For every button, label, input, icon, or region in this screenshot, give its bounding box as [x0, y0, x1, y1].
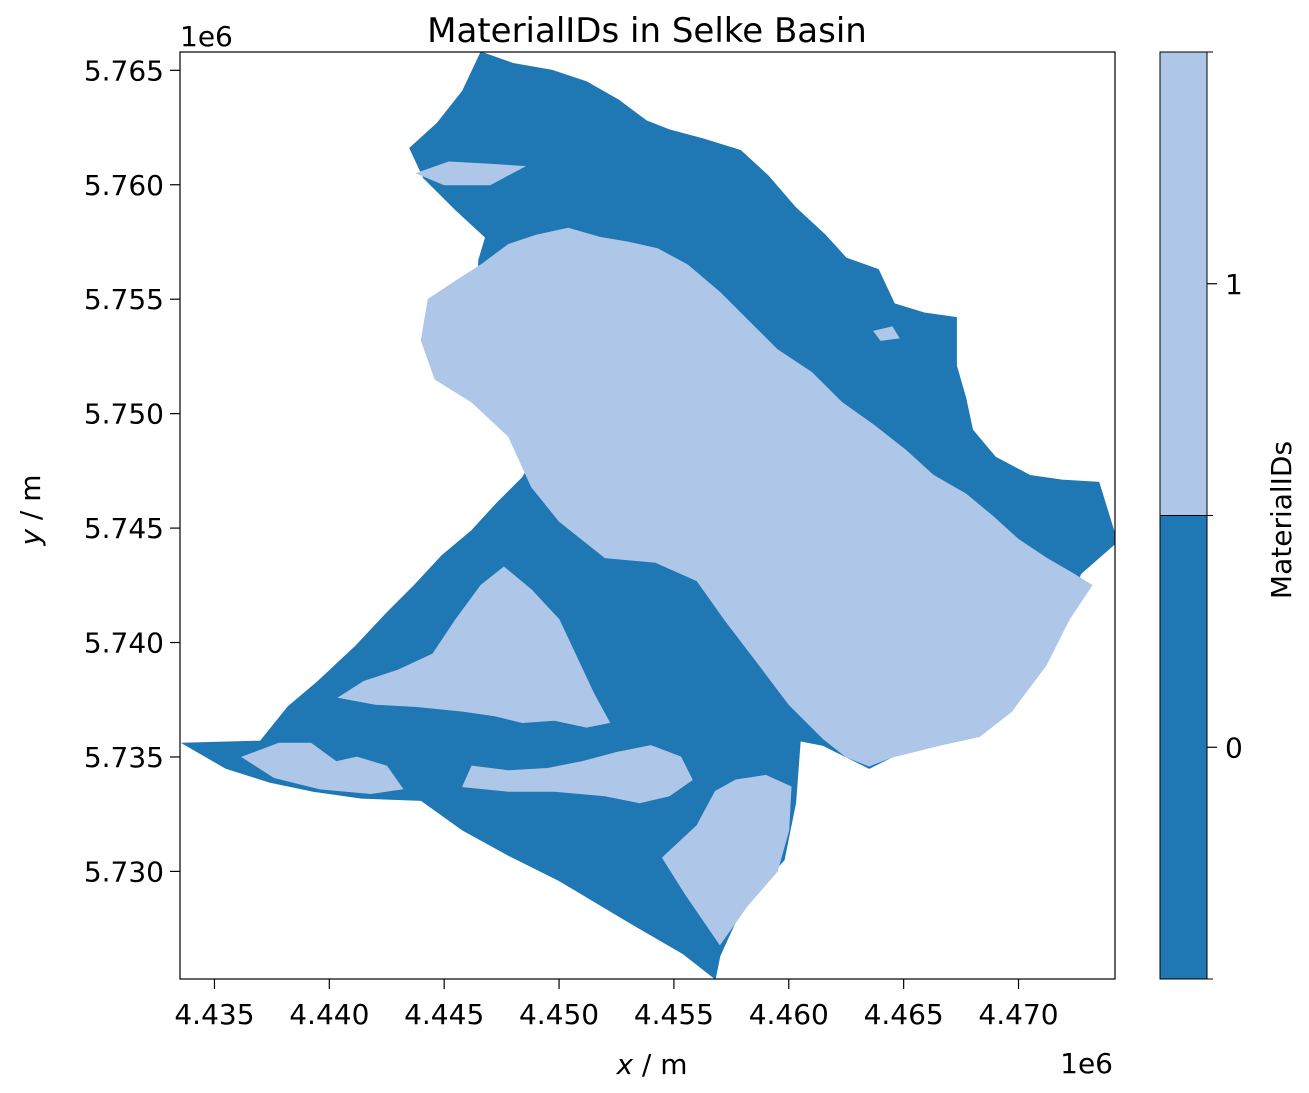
x-tick-label: 4.460 [749, 998, 829, 1031]
y-axis-unit: / m [14, 474, 47, 529]
x-axis-var: x [615, 1048, 633, 1081]
x-tick-label: 4.445 [404, 998, 484, 1031]
material-1-region-3 [241, 742, 404, 795]
x-axis-unit: / m [633, 1048, 688, 1081]
material-1-region-7 [873, 326, 900, 341]
x-tick-label: 4.440 [289, 998, 369, 1031]
material-1-region-6 [415, 161, 527, 186]
y-tick-label: 5.750 [84, 398, 164, 431]
material-regions [180, 52, 1115, 979]
y-offset-label: 1e6 [180, 20, 233, 53]
colorbar-label: MaterialIDs [1265, 441, 1298, 599]
colorbar-frame [1159, 51, 1208, 980]
colorbar-segment-0 [1160, 515, 1207, 979]
y-tick-label: 5.740 [84, 627, 164, 660]
material-1-region-2 [337, 566, 611, 728]
material-1-region-4 [462, 745, 693, 804]
colorbar-segment-1 [1160, 52, 1207, 516]
y-tick-label: 5.765 [84, 54, 164, 87]
y-axis: 5.730 5.735 5.740 5.745 5.750 5.755 5.760 5.765 [84, 54, 180, 888]
colorbar: 01 [1159, 51, 1243, 980]
y-tick-label: 5.745 [84, 512, 164, 545]
y-axis-label: y / m [14, 474, 47, 546]
x-tick-label: 4.450 [519, 998, 599, 1031]
colorbar-tick-label: 1 [1225, 268, 1243, 301]
chart-title: MaterialIDs in Selke Basin [427, 11, 867, 51]
x-tick-label: 4.470 [978, 998, 1058, 1031]
y-axis-var: y [14, 529, 47, 547]
plot-frame [179, 51, 1116, 980]
x-tick-label: 4.465 [864, 998, 944, 1031]
material-1-region-1 [420, 227, 1093, 767]
colorbar-tick-label: 0 [1225, 731, 1243, 764]
material-1-region-5 [661, 774, 792, 946]
y-tick-label: 5.760 [84, 169, 164, 202]
x-axis-label: x / m [615, 1048, 687, 1081]
y-tick-label: 5.735 [84, 741, 164, 774]
x-axis: 4.435 4.440 4.445 4.450 4.455 4.460 4.465 4.470 [174, 979, 1059, 1031]
x-offset-label: 1e6 [1060, 1047, 1113, 1080]
y-tick-label: 5.755 [84, 283, 164, 316]
x-tick-label: 4.435 [174, 998, 254, 1031]
x-tick-label: 4.455 [634, 998, 714, 1031]
y-tick-label: 5.730 [84, 855, 164, 888]
